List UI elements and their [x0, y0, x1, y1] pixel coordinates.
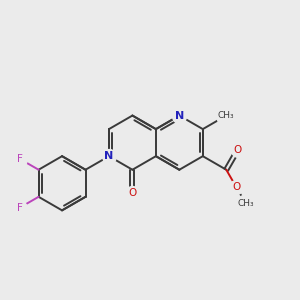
Text: CH₃: CH₃: [218, 111, 235, 120]
Text: O: O: [234, 145, 242, 155]
Text: F: F: [17, 203, 23, 213]
Text: O: O: [128, 188, 136, 198]
Text: O: O: [232, 182, 241, 192]
Text: F: F: [17, 154, 23, 164]
Text: N: N: [104, 151, 114, 161]
Text: CH₃: CH₃: [238, 199, 254, 208]
Text: N: N: [175, 110, 184, 121]
